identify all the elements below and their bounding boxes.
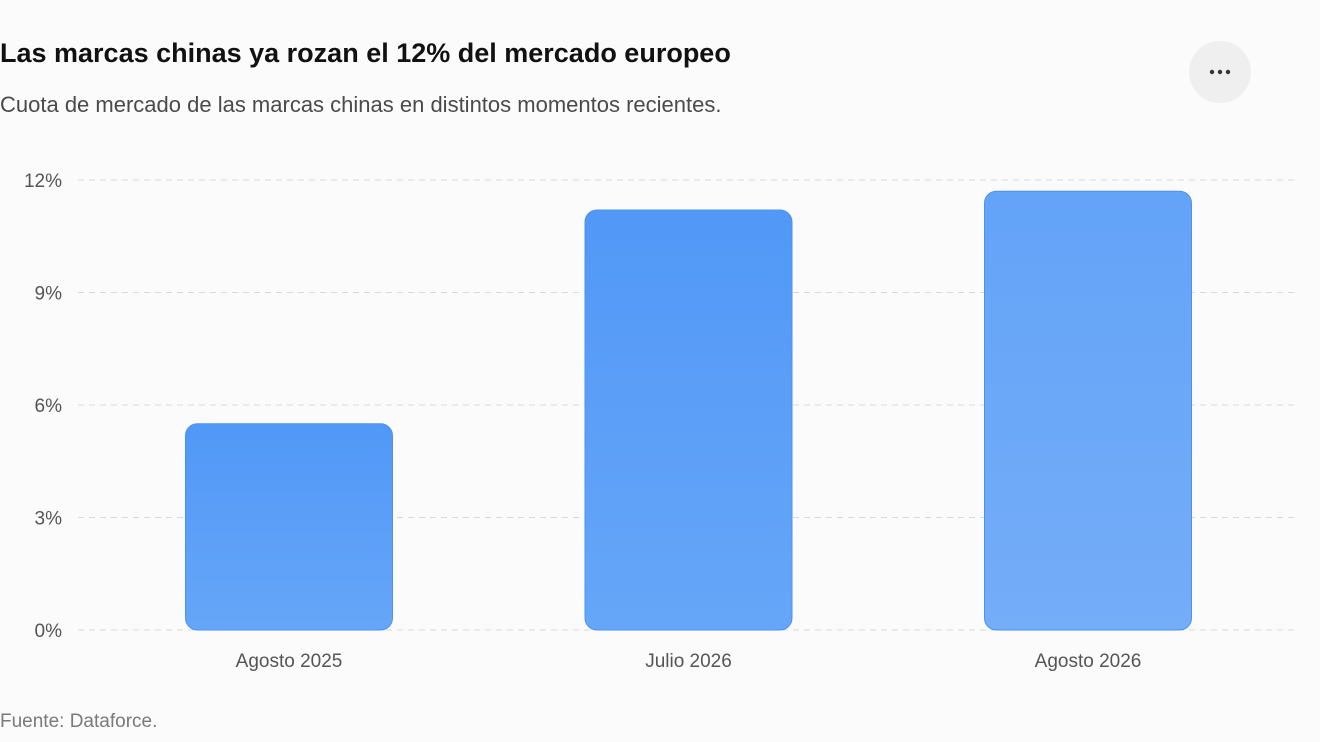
y-axis-ticks: 0% 3% 6% 9% 12%	[24, 171, 62, 642]
bar-chart: 0%3%6%9%12% Agosto 2025 Julio 2026 Agosto …	[24, 171, 1298, 672]
y-tick-label: 9%	[35, 284, 63, 305]
bars	[185, 190, 1192, 631]
y-tick-label: 0%	[35, 621, 63, 642]
y-tick-label: 12%	[24, 171, 62, 192]
x-axis-ticks: Agosto 2025 Julio 2026 Agosto 2026	[236, 651, 1142, 672]
y-tick-label: 3%	[35, 509, 63, 530]
chart-subtitle: Cuota de mercado de las marcas chinas en…	[0, 92, 722, 117]
x-tick-label: Agosto 2025	[236, 651, 343, 672]
x-tick-label: Julio 2026	[645, 651, 732, 672]
y-tick-label: 6%	[35, 396, 63, 417]
chart-title: Las marcas chinas ya rozan el 12% del me…	[0, 38, 731, 68]
source-note: Fuente: Dataforce.	[0, 711, 158, 732]
x-tick-label: Agosto 2026	[1035, 651, 1142, 672]
more-options-button[interactable]	[1189, 41, 1251, 103]
bar[interactable]	[185, 423, 393, 631]
more-horizontal-icon	[1209, 69, 1231, 75]
bar[interactable]	[984, 190, 1192, 631]
bar[interactable]	[584, 209, 793, 631]
